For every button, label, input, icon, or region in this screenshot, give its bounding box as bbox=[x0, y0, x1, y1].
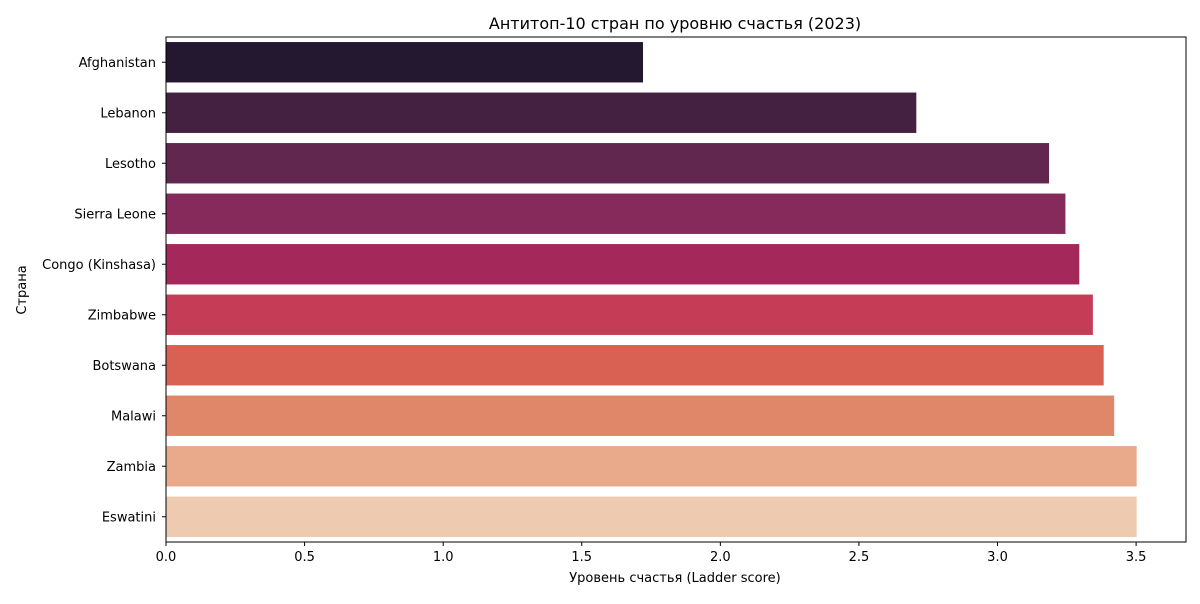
plot-frame bbox=[165, 36, 1187, 543]
x-tick-label: 0.0 bbox=[156, 550, 177, 565]
x-tick-label: 1.5 bbox=[571, 550, 592, 565]
x-axis-ticks: 0.0 0.5 1.0 1.5 2.0 2.5 3.0 3.5 bbox=[156, 542, 1147, 565]
y-tick-label: Botswana bbox=[92, 359, 156, 374]
y-tick-label: Eswatini bbox=[102, 510, 156, 525]
x-tick-label: 2.5 bbox=[849, 550, 870, 565]
bar-zimbabwe bbox=[166, 294, 1093, 335]
y-tick-label: Afghanistan bbox=[79, 56, 156, 71]
x-tick-label: 2.0 bbox=[710, 550, 731, 565]
bar-malawi bbox=[166, 395, 1115, 436]
y-axis-ticks: Afghanistan Lebanon Lesotho Sierra Leone Con… bbox=[42, 56, 166, 525]
bar-zambia bbox=[166, 446, 1137, 487]
y-axis-label: Страна bbox=[15, 265, 30, 314]
y-tick-label: Lesotho bbox=[105, 157, 156, 172]
bar-congo-kinshasa bbox=[166, 244, 1080, 285]
y-tick-label: Lebanon bbox=[100, 106, 156, 121]
bar-lebanon bbox=[166, 92, 917, 133]
y-tick-label: Sierra Leone bbox=[74, 207, 156, 222]
x-axis-label: Уровень счастья (Ladder score) bbox=[569, 571, 780, 586]
x-tick-label: 3.5 bbox=[1126, 550, 1147, 565]
bar-eswatini bbox=[166, 496, 1137, 537]
bar-lesotho bbox=[166, 143, 1050, 184]
x-tick-label: 0.5 bbox=[294, 550, 315, 565]
chart-title: Антитоп-10 стран по уровню счастья (2023… bbox=[489, 14, 861, 33]
bar-afghanistan bbox=[166, 42, 644, 83]
bars-group bbox=[166, 42, 1137, 537]
bar-sierra-leone bbox=[166, 193, 1066, 234]
y-tick-label: Congo (Kinshasa) bbox=[42, 258, 156, 273]
x-tick-label: 1.0 bbox=[433, 550, 454, 565]
bar-botswana bbox=[166, 345, 1104, 386]
y-tick-label: Malawi bbox=[111, 409, 156, 424]
x-tick-label: 3.0 bbox=[987, 550, 1008, 565]
y-tick-label: Zambia bbox=[107, 460, 156, 475]
y-tick-label: Zimbabwe bbox=[88, 308, 156, 323]
